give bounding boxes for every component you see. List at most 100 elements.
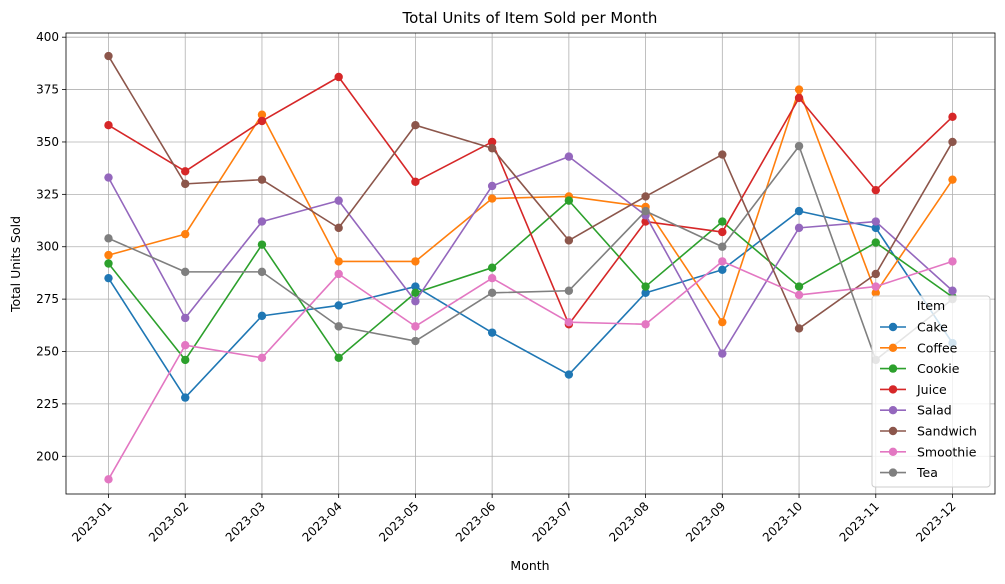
data-point-coffee bbox=[257, 110, 267, 119]
x-tick-label: 2023-06 bbox=[453, 499, 498, 544]
data-point-smoothie bbox=[794, 290, 804, 300]
data-point-cookie bbox=[718, 217, 727, 226]
data-point-juice bbox=[257, 116, 267, 126]
legend-item-juice: Juice bbox=[880, 382, 947, 397]
legend-label-cake: Cake bbox=[917, 320, 948, 335]
legend-item-coffee: Coffee bbox=[880, 340, 958, 355]
data-point-smoothie bbox=[257, 353, 267, 362]
data-point-juice bbox=[948, 112, 957, 122]
series-cake bbox=[104, 206, 957, 402]
data-point-tea bbox=[487, 288, 497, 298]
series-cookie bbox=[104, 196, 957, 365]
data-point-juice bbox=[487, 137, 497, 147]
data-point-salad bbox=[104, 173, 113, 182]
series-line-tea bbox=[108, 145, 953, 361]
legend-label-tea: Tea bbox=[916, 465, 938, 480]
data-point-salad bbox=[871, 217, 880, 226]
series-line-sandwich bbox=[107, 55, 954, 330]
data-point-tea bbox=[718, 242, 727, 251]
data-point-sandwich bbox=[181, 179, 190, 189]
data-point-cake bbox=[334, 301, 343, 310]
x-tick-label: 2023-11 bbox=[837, 499, 882, 544]
data-point-juice bbox=[718, 227, 727, 237]
x-tick-label: 2023-07 bbox=[530, 499, 575, 544]
legend-marker-cookie bbox=[888, 364, 898, 373]
y-tick-label: 225 bbox=[36, 397, 59, 411]
data-point-cookie bbox=[871, 238, 880, 247]
chart-title: Total Units of Item Sold per Month bbox=[402, 9, 658, 27]
data-point-juice bbox=[334, 72, 343, 82]
y-tick-label: 300 bbox=[36, 240, 59, 254]
data-point-coffee bbox=[948, 175, 957, 184]
data-point-cookie bbox=[411, 288, 420, 298]
data-point-smoothie bbox=[564, 317, 574, 327]
legend-item-cake: Cake bbox=[880, 320, 948, 335]
data-point-juice bbox=[794, 93, 804, 103]
data-point-salad bbox=[718, 349, 727, 358]
data-point-cake bbox=[871, 223, 880, 233]
data-point-sandwich bbox=[871, 269, 880, 279]
data-point-cake bbox=[564, 370, 574, 379]
data-point-juice bbox=[181, 167, 190, 176]
data-point-salad bbox=[564, 152, 574, 161]
data-point-tea bbox=[564, 286, 574, 295]
data-point-coffee bbox=[871, 288, 880, 298]
legend-label-smoothie: Smoothie bbox=[917, 444, 977, 459]
data-point-smoothie bbox=[871, 282, 880, 291]
data-point-cookie bbox=[257, 240, 267, 249]
data-point-salad bbox=[257, 217, 267, 226]
legend-label-coffee: Coffee bbox=[917, 340, 958, 355]
data-point-salad bbox=[948, 286, 957, 295]
data-point-sandwich bbox=[334, 223, 343, 233]
legend-title: Item bbox=[917, 298, 945, 313]
data-point-salad bbox=[411, 297, 420, 306]
legend-label-salad: Salad bbox=[917, 403, 952, 418]
data-point-cake bbox=[641, 288, 650, 298]
data-point-sandwich bbox=[564, 236, 574, 245]
data-point-cookie bbox=[181, 355, 190, 365]
legend-box bbox=[871, 295, 991, 488]
legend-marker-smoothie bbox=[888, 447, 898, 456]
x-tick-label: 2023-04 bbox=[299, 499, 344, 544]
legend-item-sandwich: Sandwich bbox=[880, 424, 977, 439]
legend-marker-cake bbox=[888, 322, 898, 332]
y-tick-label: 250 bbox=[36, 345, 59, 359]
x-tick-label: 2023-02 bbox=[146, 499, 191, 544]
data-point-tea bbox=[104, 234, 113, 243]
data-point-tea bbox=[411, 336, 420, 346]
series-line-salad bbox=[107, 155, 954, 355]
data-point-smoothie bbox=[334, 269, 343, 279]
data-point-cake bbox=[257, 311, 267, 321]
x-tick-label: 2023-03 bbox=[223, 499, 268, 544]
y-tick-label: 200 bbox=[36, 449, 59, 463]
legend-label-sandwich: Sandwich bbox=[917, 424, 977, 439]
data-point-coffee bbox=[411, 257, 420, 266]
data-point-tea bbox=[334, 322, 343, 331]
x-tick-label: 2023-01 bbox=[69, 499, 114, 544]
y-tick-label: 400 bbox=[36, 30, 59, 44]
x-tick-label: 2023-08 bbox=[606, 499, 651, 544]
legend-item-smoothie: Smoothie bbox=[880, 444, 977, 459]
series-line-cookie bbox=[107, 199, 953, 361]
data-point-cookie bbox=[487, 263, 497, 272]
data-point-sandwich bbox=[257, 175, 267, 184]
x-axis-label: Month bbox=[510, 558, 549, 573]
plot-frame bbox=[65, 32, 996, 495]
series-smoothie bbox=[104, 257, 957, 484]
data-point-juice bbox=[871, 185, 880, 195]
x-tick-label: 2023-09 bbox=[683, 499, 728, 544]
data-point-sandwich bbox=[718, 150, 727, 159]
data-point-smoothie bbox=[181, 341, 190, 350]
data-point-sandwich bbox=[411, 121, 420, 130]
legend-item-salad: Salad bbox=[880, 403, 952, 418]
data-point-cookie bbox=[104, 259, 113, 268]
data-point-cookie bbox=[334, 353, 343, 362]
data-point-smoothie bbox=[104, 475, 113, 484]
data-point-cake bbox=[718, 265, 727, 274]
series-line-coffee bbox=[108, 88, 954, 323]
series-line-juice bbox=[108, 76, 954, 326]
data-point-coffee bbox=[794, 85, 804, 94]
x-tick-label: 2023-12 bbox=[913, 499, 958, 544]
data-point-coffee bbox=[334, 257, 343, 266]
legend-marker-tea bbox=[888, 468, 898, 477]
